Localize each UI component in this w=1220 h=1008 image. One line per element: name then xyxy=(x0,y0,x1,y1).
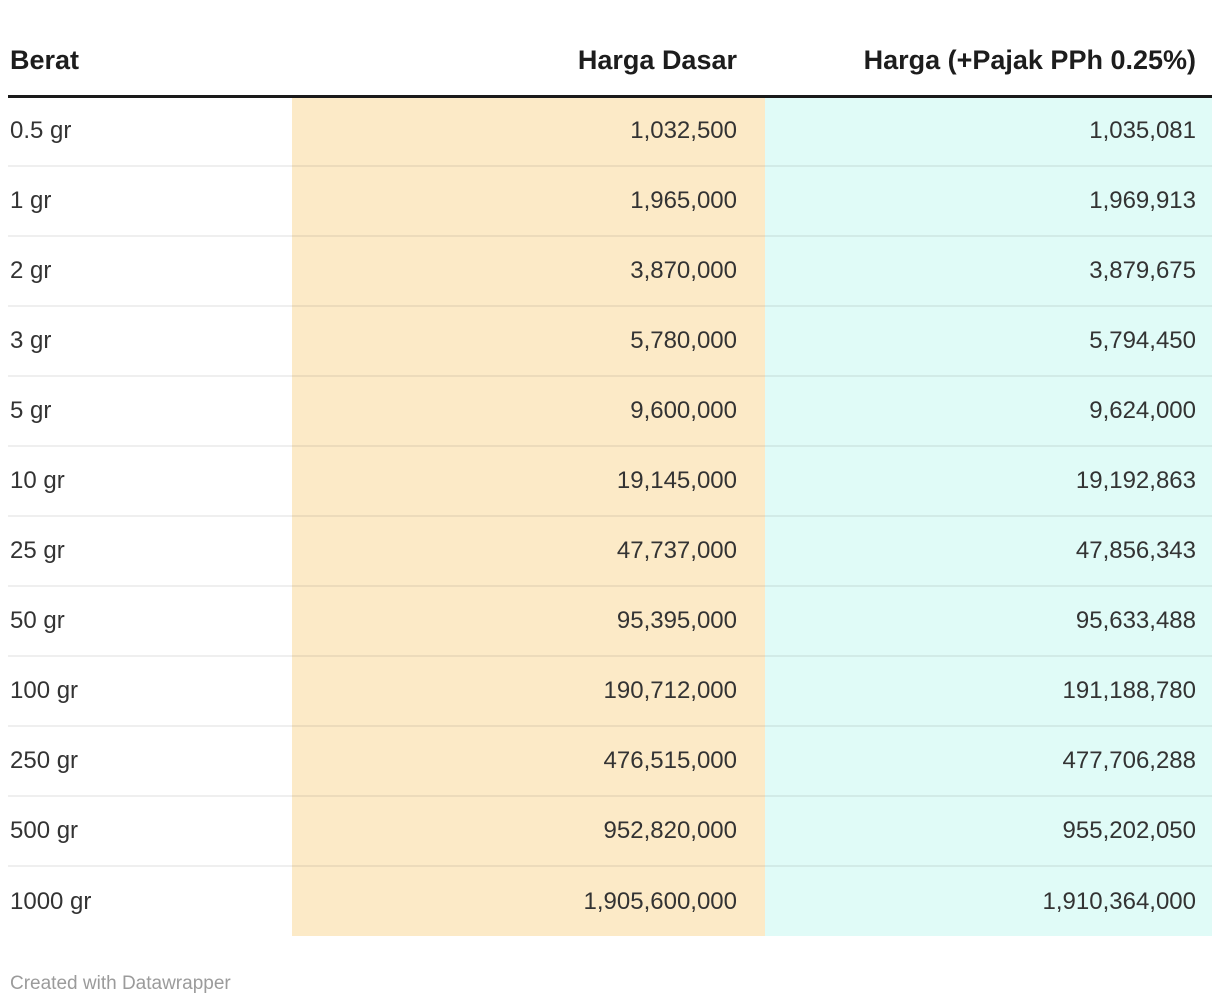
base-price-cell: 5,780,000 xyxy=(292,305,765,376)
base-price-cell: 3,870,000 xyxy=(292,235,765,306)
taxed-price-cell: 1,910,364,000 xyxy=(765,865,1212,936)
table-row: 1000 gr 1,905,600,000 1,910,364,000 xyxy=(8,865,1212,936)
taxed-price-cell: 191,188,780 xyxy=(765,655,1212,726)
taxed-price-cell: 5,794,450 xyxy=(765,305,1212,376)
table-row: 500 gr 952,820,000 955,202,050 xyxy=(8,795,1212,866)
base-price-cell: 95,395,000 xyxy=(292,585,765,656)
table-row: 2 gr 3,870,000 3,879,675 xyxy=(8,235,1212,306)
table-row: 250 gr 476,515,000 477,706,288 xyxy=(8,725,1212,796)
base-price-cell: 19,145,000 xyxy=(292,445,765,516)
weight-cell: 500 gr xyxy=(8,795,292,866)
weight-cell: 0.5 gr xyxy=(10,117,72,145)
base-price-cell: 47,737,000 xyxy=(292,515,765,586)
taxed-price-cell: 955,202,050 xyxy=(765,795,1212,866)
taxed-price-cell: 47,856,343 xyxy=(765,515,1212,586)
table-row: 100 gr 190,712,000 191,188,780 xyxy=(8,655,1212,726)
taxed-price-cell: 95,633,488 xyxy=(765,585,1212,656)
weight-cell: 1000 gr xyxy=(8,865,292,936)
price-table: Berat Harga Dasar Harga (+Pajak PPh 0.25… xyxy=(8,0,1212,936)
taxed-price-cell: 1,969,913 xyxy=(765,165,1212,236)
base-price-cell: 952,820,000 xyxy=(292,795,765,866)
base-price-cell: 190,712,000 xyxy=(292,655,765,726)
table-row: 3 gr 5,780,000 5,794,450 xyxy=(8,305,1212,376)
weight-cell: 10 gr xyxy=(8,445,292,516)
base-price-cell: 9,600,000 xyxy=(292,375,765,446)
column-header-berat: Berat xyxy=(8,0,292,98)
table-header: Berat Harga Dasar Harga (+Pajak PPh 0.25… xyxy=(8,0,1212,98)
base-price-cell: 1,965,000 xyxy=(292,165,765,236)
base-price-cell: 1,032,500 xyxy=(292,96,765,166)
taxed-price-cell: 477,706,288 xyxy=(765,725,1212,796)
taxed-price-cell: 19,192,863 xyxy=(765,445,1212,516)
base-price-cell: 1,905,600,000 xyxy=(292,865,765,936)
table-row: 25 gr 47,737,000 47,856,343 xyxy=(8,515,1212,586)
column-header-harga-dasar: Harga Dasar xyxy=(292,0,765,98)
weight-cell: 2 gr xyxy=(8,235,292,306)
table-row: 1 gr 1,965,000 1,969,913 xyxy=(8,165,1212,236)
header-row: Berat Harga Dasar Harga (+Pajak PPh 0.25… xyxy=(8,0,1212,98)
weight-cell: 25 gr xyxy=(8,515,292,586)
datawrapper-table-chart: Berat Harga Dasar Harga (+Pajak PPh 0.25… xyxy=(8,0,1212,995)
taxed-price-cell: 9,624,000 xyxy=(765,375,1212,446)
weight-cell: 100 gr xyxy=(8,655,292,726)
weight-cell: 1 gr xyxy=(8,165,292,236)
weight-cell: 3 gr xyxy=(8,305,292,376)
column-header-harga-pajak: Harga (+Pajak PPh 0.25%) xyxy=(765,0,1212,98)
datawrapper-credit: Created with Datawrapper xyxy=(10,973,231,994)
table-row: 50 gr 95,395,000 95,633,488 xyxy=(8,585,1212,656)
weight-cell: 250 gr xyxy=(8,725,292,796)
taxed-price-cell: 3,879,675 xyxy=(765,235,1212,306)
table-body: 0.5 gr 1,032,500 1,035,081 1 gr 1,965,00… xyxy=(8,96,1212,936)
weight-cell: 5 gr xyxy=(8,375,292,446)
weight-cell: 50 gr xyxy=(8,585,292,656)
table-row: 5 gr 9,600,000 9,624,000 xyxy=(8,375,1212,446)
table-row: 0.5 gr 1,032,500 1,035,081 xyxy=(8,96,1212,166)
taxed-price-cell: 1,035,081 xyxy=(765,96,1212,166)
base-price-cell: 476,515,000 xyxy=(292,725,765,796)
table-row: 10 gr 19,145,000 19,192,863 xyxy=(8,445,1212,516)
